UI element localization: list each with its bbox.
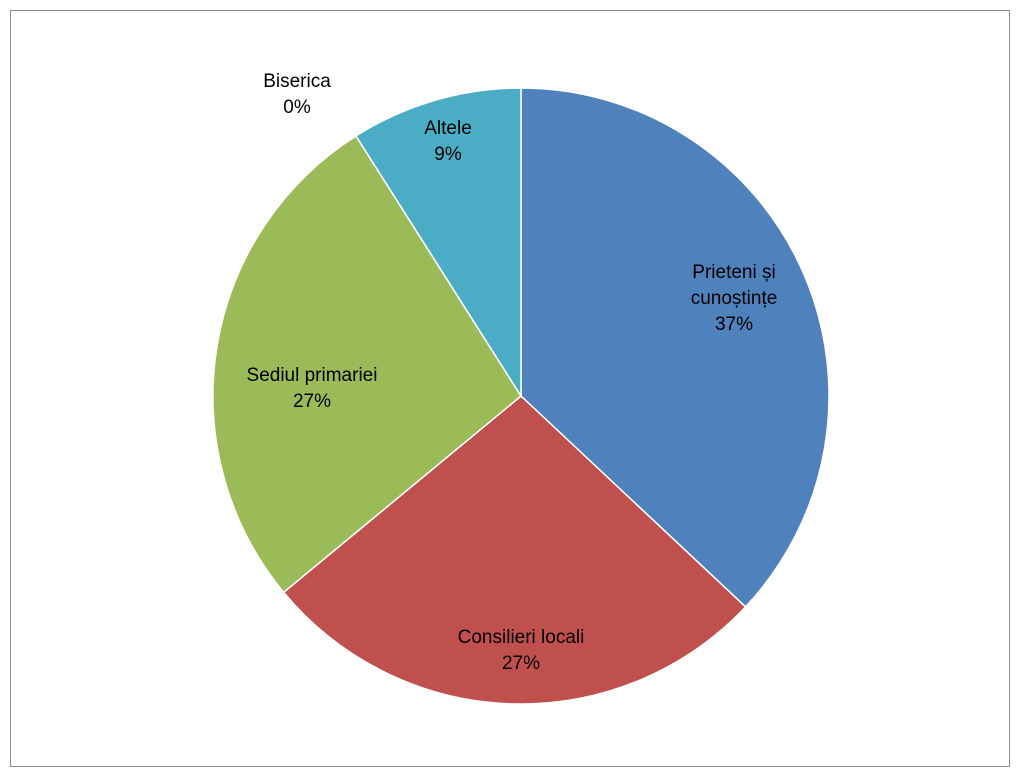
pie-slice-consilieri-locali <box>282 395 747 705</box>
data-label-altele: Altele 9% <box>424 118 472 165</box>
data-label-biserica: Biserica 0% <box>263 71 331 118</box>
data-label-prieteni-si-cunostinte: Prieteni și cunoștințe 37% <box>691 262 778 335</box>
data-label-sediul-primariei: Sediul primariei 27% <box>247 365 378 412</box>
pie-slice-altele <box>354 87 522 399</box>
pie-slice-sediul-primariei <box>212 134 522 594</box>
pie-slice-prieteni-si-cunostinte <box>520 87 830 608</box>
data-label-consilieri-locali: Consilieri locali 27% <box>458 627 585 674</box>
